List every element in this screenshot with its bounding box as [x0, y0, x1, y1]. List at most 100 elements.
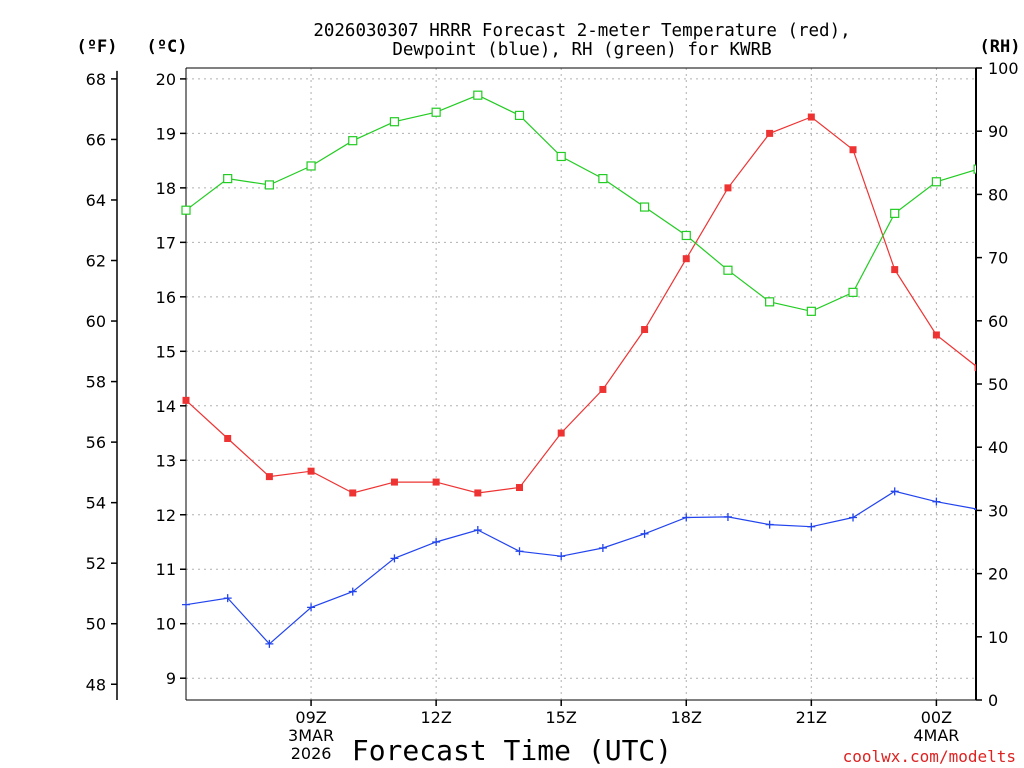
- dewpoint-point-10: [598, 543, 607, 552]
- rh-tick-label-100: 100: [988, 59, 1019, 78]
- rh-point-5: [389, 117, 400, 127]
- x-tick-label-5: 00Z: [921, 708, 952, 727]
- temperature-point-12: [682, 255, 690, 263]
- x-axis-title: Forecast Time (UTC): [352, 734, 672, 767]
- rh-tick-label-90: 90: [988, 122, 1008, 141]
- temperature-point-13: [724, 184, 732, 192]
- credit-text: coolwx.com/modelts: [843, 747, 1016, 766]
- rh-point-1: [223, 174, 233, 184]
- rh-point-0: [181, 205, 191, 215]
- fahrenheit-tick-label-62: 62: [86, 252, 106, 271]
- rh-tick-label-80: 80: [988, 185, 1008, 204]
- celsius-tick-label-11: 11: [156, 560, 176, 579]
- dewpoint-point-11: [640, 529, 649, 538]
- temperature-point-17: [891, 266, 899, 274]
- celsius-tick-label-19: 19: [156, 124, 176, 143]
- fahrenheit-tick-label-60: 60: [86, 312, 106, 331]
- rh-point-17: [890, 208, 900, 218]
- celsius-tick-label-15: 15: [156, 342, 176, 361]
- x-tick-label-3: 18Z: [671, 708, 702, 727]
- rh-point-11: [639, 202, 650, 212]
- temperature-point-2: [265, 473, 273, 481]
- rh-line: [185, 94, 976, 312]
- fahrenheit-tick-label-64: 64: [86, 191, 106, 210]
- rh-tick-label-20: 20: [988, 565, 1008, 584]
- dewpoint-point-2: [265, 639, 274, 648]
- temperature-point-1: [224, 434, 232, 442]
- rh-unit-label: (RH): [980, 37, 1021, 57]
- fahrenheit-tick-label-56: 56: [86, 433, 106, 452]
- x-tick-label-4: 21Z: [796, 708, 827, 727]
- temperature-point-19: [974, 364, 976, 372]
- dewpoint-point-19: [974, 508, 976, 510]
- celsius-tick-label-9: 9: [166, 669, 176, 688]
- rh-point-13: [723, 265, 733, 275]
- rh-tick-label-10: 10: [988, 628, 1008, 647]
- fahrenheit-tick-label-50: 50: [86, 615, 106, 634]
- rh-tick-label-40: 40: [988, 438, 1008, 457]
- celsius-tick-label-18: 18: [156, 179, 176, 198]
- dewpoint-point-14: [765, 520, 774, 529]
- temperature-point-10: [599, 385, 607, 393]
- temperature-point-0: [182, 396, 190, 404]
- temperature-point-5: [390, 478, 398, 486]
- rh-tick-label-60: 60: [988, 312, 1008, 331]
- rh-point-19: [973, 164, 976, 174]
- celsius-tick-label-14: 14: [156, 397, 176, 416]
- rh-point-8: [514, 110, 525, 121]
- dewpoint-point-3: [307, 603, 316, 612]
- temperature-point-7: [474, 489, 482, 497]
- dewpoint-line: [185, 490, 976, 645]
- temperature-point-9: [557, 429, 565, 437]
- dewpoint-point-12: [682, 513, 691, 522]
- rh-tick-label-30: 30: [988, 501, 1008, 520]
- series-area: [181, 90, 976, 648]
- x-tick-label-2: 15Z: [546, 708, 577, 727]
- x-tick-label-0: 09Z: [295, 708, 326, 727]
- rh-tick-label-70: 70: [988, 249, 1008, 268]
- temperature-point-16: [849, 146, 857, 154]
- temperature-point-18: [932, 331, 940, 339]
- dewpoint-point-7: [473, 526, 482, 535]
- dewpoint-point-4: [348, 587, 357, 596]
- chart-title-line-2: Dewpoint (blue), RH (green) for KWRB: [392, 40, 771, 60]
- dewpoint-point-16: [849, 513, 858, 522]
- dewpoint-point-6: [432, 538, 441, 546]
- fahrenheit-tick-label-52: 52: [86, 554, 106, 573]
- fahrenheit-unit-label: (ºF): [77, 37, 118, 57]
- rh-point-6: [431, 107, 441, 117]
- fahrenheit-tick-label-48: 48: [86, 675, 106, 694]
- fahrenheit-tick-label-54: 54: [86, 494, 106, 513]
- plot-area: [181, 90, 976, 648]
- temperature-point-14: [766, 129, 774, 137]
- x-tick-label-1: 12Z: [420, 708, 451, 727]
- axes: 48 50 52 54 56 58 60 62 64 66 68 9 10 11 12 13 14 15 16 17 1…: [86, 59, 1019, 763]
- rh-point-16: [848, 287, 858, 297]
- fahrenheit-tick-label-58: 58: [86, 373, 106, 392]
- rh-point-4: [348, 136, 358, 146]
- dewpoint-point-18: [932, 497, 941, 506]
- dewpoint-point-1: [223, 594, 232, 603]
- rh-tick-label-50: 50: [988, 375, 1008, 394]
- temperature-point-4: [349, 489, 357, 497]
- celsius-tick-label-20: 20: [156, 70, 176, 89]
- x-tick-year-0: 2026: [291, 744, 332, 763]
- rh-point-12: [681, 230, 691, 241]
- temperature-point-11: [641, 326, 649, 334]
- dewpoint-point-13: [723, 512, 732, 521]
- celsius-unit-label: (ºC): [147, 37, 188, 57]
- temperature-point-8: [516, 484, 524, 492]
- rh-point-2: [264, 180, 274, 190]
- celsius-tick-label-16: 16: [156, 288, 176, 307]
- rh-point-3: [306, 161, 316, 171]
- celsius-tick-label-17: 17: [156, 233, 176, 252]
- fahrenheit-tick-label-68: 68: [86, 70, 106, 89]
- temperature-point-6: [432, 478, 440, 486]
- temperature-line: [185, 116, 976, 494]
- celsius-tick-label-12: 12: [156, 506, 176, 525]
- celsius-tick-label-13: 13: [156, 451, 176, 470]
- chart-title-line-1: 2026030307 HRRR Forecast 2-meter Tempera…: [313, 21, 850, 41]
- dewpoint-point-5: [390, 554, 399, 563]
- x-tick-date-5: 4MAR: [913, 726, 959, 745]
